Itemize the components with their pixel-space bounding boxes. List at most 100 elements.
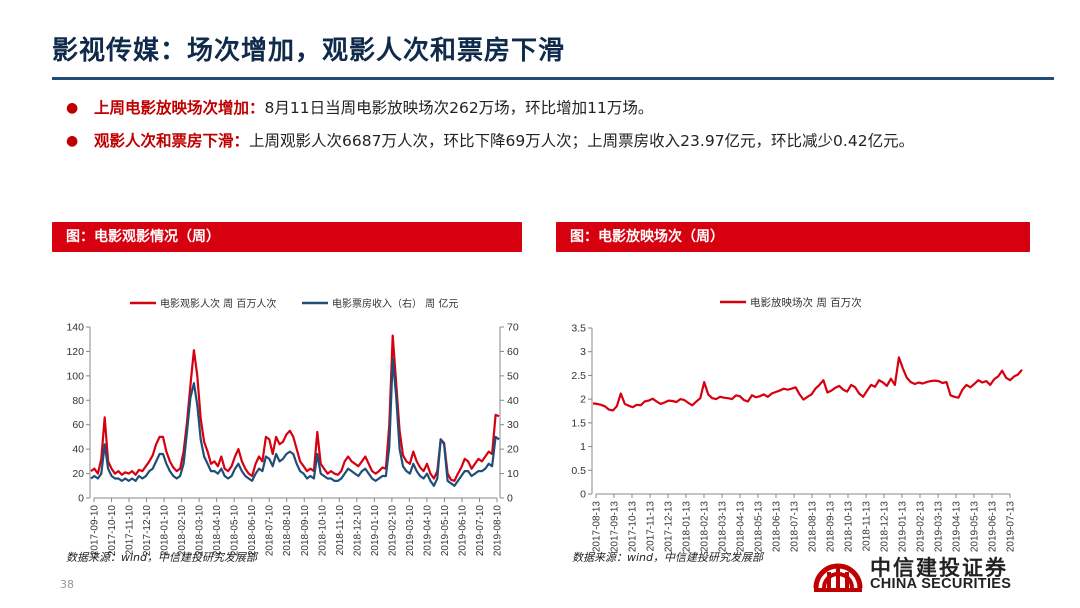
x-tick-label: 2019-08-10 [493, 505, 504, 557]
x-tick-label: 2018-05-10 [230, 505, 241, 557]
legend-label: 电影观影人次 周 百万人次 [160, 297, 276, 310]
right-chart: 电影放映场次 周 百万次 0 0.5 1 1.5 2 2.5 3 3.5 2017-08-13 20… [571, 296, 1023, 553]
x-tick-label: 2019-02-13 [916, 501, 927, 553]
right-chart-panel: 图：电影放映场次（周） 电影放映场次 周 百万次 0 0.5 1 1.5 2 2.5 3 3.5… [556, 222, 1030, 572]
x-tick-label: 2018-10-10 [317, 505, 328, 557]
x-tick-label: 2019-04-10 [422, 505, 433, 557]
x-tick-label: 2018-10-13 [844, 501, 855, 553]
x-tick-label: 2017-12-10 [142, 505, 153, 557]
y-tick-label-left: 0 [78, 493, 84, 505]
x-tick-label: 2018-03-13 [718, 501, 729, 553]
logo-english-name: CHINA SECURITIES [870, 576, 1012, 592]
y-tick-label: 0.5 [571, 465, 586, 477]
bullet-item: ● 观影人次和票房下滑：上周观影人次6687万人次，环比下降69万人次；上周票房… [62, 125, 1037, 158]
left-chart: 电影观影人次 周 百万人次 电影票房收入（右） 周 亿元0204060801001… [66, 297, 519, 557]
y-tick-label: 3 [580, 346, 586, 358]
x-tick-label: 2019-04-13 [952, 501, 963, 553]
y-tick-label-right: 20 [507, 444, 519, 456]
x-tick-label: 2017-08-13 [592, 501, 603, 553]
left-chart-source: 数据来源：wind，中信建投研究发展部 [66, 551, 258, 564]
x-tick-label: 2019-05-10 [440, 505, 451, 557]
x-tick-label: 2018-01-13 [682, 501, 693, 553]
x-tick-label: 2017-09-10 [90, 505, 101, 557]
x-tick-label: 2018-07-10 [265, 505, 276, 557]
x-tick-label: 2019-07-10 [475, 505, 486, 557]
series-line-screenings [592, 356, 1023, 412]
x-tick-label: 2018-08-13 [808, 501, 819, 553]
x-tick-label: 2018-01-10 [160, 505, 171, 557]
y-tick-label-left: 120 [66, 346, 84, 358]
x-tick-label: 2017-09-13 [610, 501, 621, 553]
y-tick-label-left: 40 [72, 444, 84, 456]
x-tick-label: 2019-06-13 [988, 501, 999, 553]
x-tick-label: 2017-11-10 [125, 505, 136, 556]
left-chart-panel: 图：电影观影情况（周） 电影观影人次 周 百万人次 电影票房收入（右） 周 亿元 0… [52, 222, 522, 572]
y-tick-label: 0 [580, 489, 586, 501]
x-tick-label: 2018-09-10 [300, 505, 311, 557]
y-tick-label-left: 100 [66, 370, 84, 382]
bullet-list: ● 上周电影放映场次增加：8月11日当周电影放映场次262万场，环比增加11万场… [62, 92, 1037, 158]
title-divider [52, 77, 1054, 80]
legend-label: 电影放映场次 周 百万次 [750, 296, 862, 309]
legend-label: 电影票房收入（右） 周 亿元 [332, 297, 458, 310]
bullet-text: 8月11日当周电影放映场次262万场，环比增加11万场。 [264, 99, 654, 117]
y-tick-label-right: 10 [507, 468, 519, 480]
x-tick-label: 2019-01-13 [898, 501, 909, 553]
bullet-dot-icon: ● [66, 100, 79, 116]
right-chart-header: 图：电影放映场次（周） [556, 222, 1030, 252]
bullet-text: 上周观影人次6687万人次，环比下降69万人次；上周票房收入23.97亿元，环比… [249, 132, 915, 150]
x-tick-label: 2018-04-13 [736, 501, 747, 553]
y-tick-label-right: 50 [507, 370, 519, 382]
bullet-highlight: 上周电影放映场次增加： [94, 99, 265, 117]
company-logo: 中信建投证券 CHINA SECURITIES [812, 548, 1042, 596]
y-tick-label-right: 70 [507, 322, 519, 334]
x-tick-label: 2018-07-13 [790, 501, 801, 553]
x-tick-label: 2019-01-10 [370, 505, 381, 557]
series-line-attendance [90, 334, 500, 482]
x-tick-label: 2019-02-10 [387, 505, 398, 557]
x-tick-label: 2018-08-10 [282, 505, 293, 557]
bullet-item: ● 上周电影放映场次增加：8月11日当周电影放映场次262万场，环比增加11万场… [62, 92, 1037, 125]
y-tick-label: 1 [580, 441, 586, 453]
y-tick-label-left: 80 [72, 395, 84, 407]
y-tick-label: 1.5 [571, 417, 586, 429]
x-tick-label: 2019-05-13 [970, 501, 981, 553]
x-tick-label: 2018-11-13 [862, 501, 873, 552]
x-tick-label: 2019-03-10 [405, 505, 416, 557]
x-tick-label: 2018-09-13 [826, 501, 837, 553]
left-chart-header: 图：电影观影情况（周） [52, 222, 522, 252]
y-tick-label: 3.5 [571, 323, 586, 335]
x-tick-label: 2018-12-13 [880, 501, 891, 553]
x-tick-label: 2017-11-13 [646, 501, 657, 552]
y-tick-label: 2.5 [571, 370, 586, 382]
x-tick-label: 2018-04-10 [212, 505, 223, 557]
y-tick-label-left: 60 [72, 419, 84, 431]
y-tick-label: 2 [580, 394, 586, 406]
x-tick-label: 2018-02-10 [177, 505, 188, 557]
y-tick-label-right: 0 [507, 493, 513, 505]
x-tick-label: 2017-10-13 [628, 501, 639, 553]
bullet-dot-icon: ● [66, 133, 79, 149]
x-tick-label: 2018-02-13 [700, 501, 711, 553]
x-tick-label: 2019-07-13 [1006, 501, 1017, 553]
series-line-box-office [90, 357, 500, 487]
bullet-highlight: 观影人次和票房下滑： [94, 132, 250, 150]
x-tick-label: 2018-05-13 [754, 501, 765, 553]
x-tick-label: 2017-10-10 [107, 505, 118, 557]
x-tick-label: 2017-12-13 [664, 501, 675, 553]
x-tick-label: 2018-12-10 [352, 505, 363, 557]
citic-logo-icon [813, 563, 863, 592]
x-tick-label: 2018-06-10 [247, 505, 258, 557]
x-tick-label: 2018-11-10 [335, 505, 346, 556]
page-number: 38 [60, 578, 74, 591]
x-tick-label: 2018-06-13 [772, 501, 783, 553]
logo-chinese-name: 中信建投证券 [870, 555, 1008, 580]
right-chart-source: 数据来源：wind，中信建投研究发展部 [572, 551, 764, 564]
y-tick-label-right: 60 [507, 346, 519, 358]
x-tick-label: 2019-06-10 [458, 505, 469, 557]
x-tick-label: 2019-03-13 [934, 501, 945, 553]
y-tick-label-left: 140 [66, 322, 84, 334]
x-tick-label: 2018-03-10 [195, 505, 206, 557]
y-tick-label-left: 20 [72, 468, 84, 480]
slide-title: 影视传媒：场次增加，观影人次和票房下滑 [52, 36, 566, 66]
